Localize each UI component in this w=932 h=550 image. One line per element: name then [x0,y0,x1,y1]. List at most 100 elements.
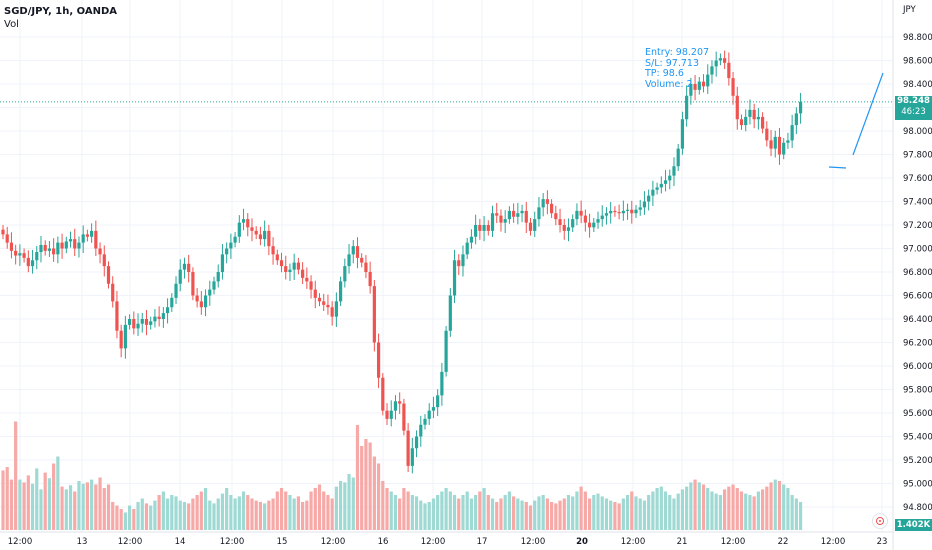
volume-bar [115,505,119,530]
volume-bar [136,502,140,530]
take-profit-label: TP: 98.6 [645,68,684,79]
volume-bar [630,491,634,530]
candle-body [490,213,495,231]
candle-body [364,262,368,272]
x-tick-label: 14 [175,537,186,547]
trade-info-box: Entry: 98.207 S/L: 97.713 TP: 98.6 Volum… [645,47,709,90]
candle-body [482,225,486,231]
candle-body [638,207,642,210]
candle-body [174,283,178,298]
volume-bar [587,498,592,530]
volume-bar [119,509,123,530]
candle-body [752,109,756,120]
candle-body [81,234,85,243]
candle-body [718,58,722,61]
candle-body [769,140,773,149]
volume-bar [575,491,579,530]
volume-bar [174,496,178,530]
volume-bar [448,491,452,530]
candle-body [220,254,225,272]
volume-bar [457,498,461,530]
candle-body [744,116,748,126]
volume-bar [128,505,132,530]
volume-bar [756,491,760,530]
volume-bar [727,486,731,530]
candle-body [102,254,106,267]
candle-body [393,401,398,411]
chart-legend: SGD/JPY, 1h, OANDA Vol [4,5,117,31]
volume-bar [452,495,457,530]
volume-bar [301,502,305,530]
candle-body [731,78,735,96]
volume-bar [790,495,794,530]
target-icon [876,517,884,525]
candle-body [668,175,672,181]
candle-body [18,253,22,256]
volume-bar [355,425,360,530]
volume-bar [689,482,693,530]
volume-bar [676,493,680,530]
volume-bar [545,498,549,530]
candle-body [90,230,94,237]
volume-bar [782,484,786,530]
stop-loss-label: S/L: 97.713 [645,57,699,69]
volume-bar [292,498,296,530]
candle-body [710,66,714,75]
volume-bar [419,500,423,530]
volume-bar [182,502,187,530]
candle-body [77,242,81,249]
candle-body [676,148,680,167]
candle-body [647,195,651,202]
candle-body [516,213,520,217]
candle-body [56,242,60,255]
volume-bar [744,493,748,530]
candle-body [203,295,208,308]
candle-body [630,209,634,214]
candle-body [26,257,30,267]
candle-body [723,58,727,63]
volume-bar [187,503,191,530]
candle-body [182,263,187,270]
candle-body [444,330,448,372]
candle-body [136,323,140,329]
volume-bar [102,488,106,530]
y-tick-label: 97.600 [903,174,932,184]
volume-bar [617,503,621,530]
y-tick-label: 94.800 [903,503,932,513]
candle-body [457,260,461,267]
candle-body [140,319,144,324]
volume-bar [330,498,334,530]
volume-bar [199,491,203,530]
candle-body [748,109,752,117]
volume-bar [165,498,170,530]
volume-bar [381,481,385,530]
y-tick-label: 97.200 [903,221,932,231]
y-tick-label: 97.000 [903,245,932,255]
candle-body [486,225,490,231]
volume-bar [680,489,685,530]
x-tick-label: 17 [477,537,488,547]
candle-body [68,239,73,242]
volume-bar [360,446,364,530]
volume-bar [761,489,765,530]
volume-bar [56,456,60,530]
candle-body [233,236,237,243]
candle-body [651,189,655,196]
candle-body [452,260,457,296]
volume-bar [81,483,85,530]
candle-body [782,142,786,155]
volume-bar [659,486,663,530]
volume-bar [284,491,288,530]
candle-body [47,248,52,251]
volume-bar [153,500,157,530]
volume-bar [697,482,701,530]
y-tick-label: 98.000 [903,127,932,137]
trend-line-drawing [852,72,884,156]
candle-body [73,239,77,249]
candle-body [474,225,478,237]
volume-bar [229,495,233,530]
reset-chart-button[interactable] [872,513,888,529]
y-tick-label: 97.400 [903,198,932,208]
y-tick-label: 96.600 [903,292,932,302]
